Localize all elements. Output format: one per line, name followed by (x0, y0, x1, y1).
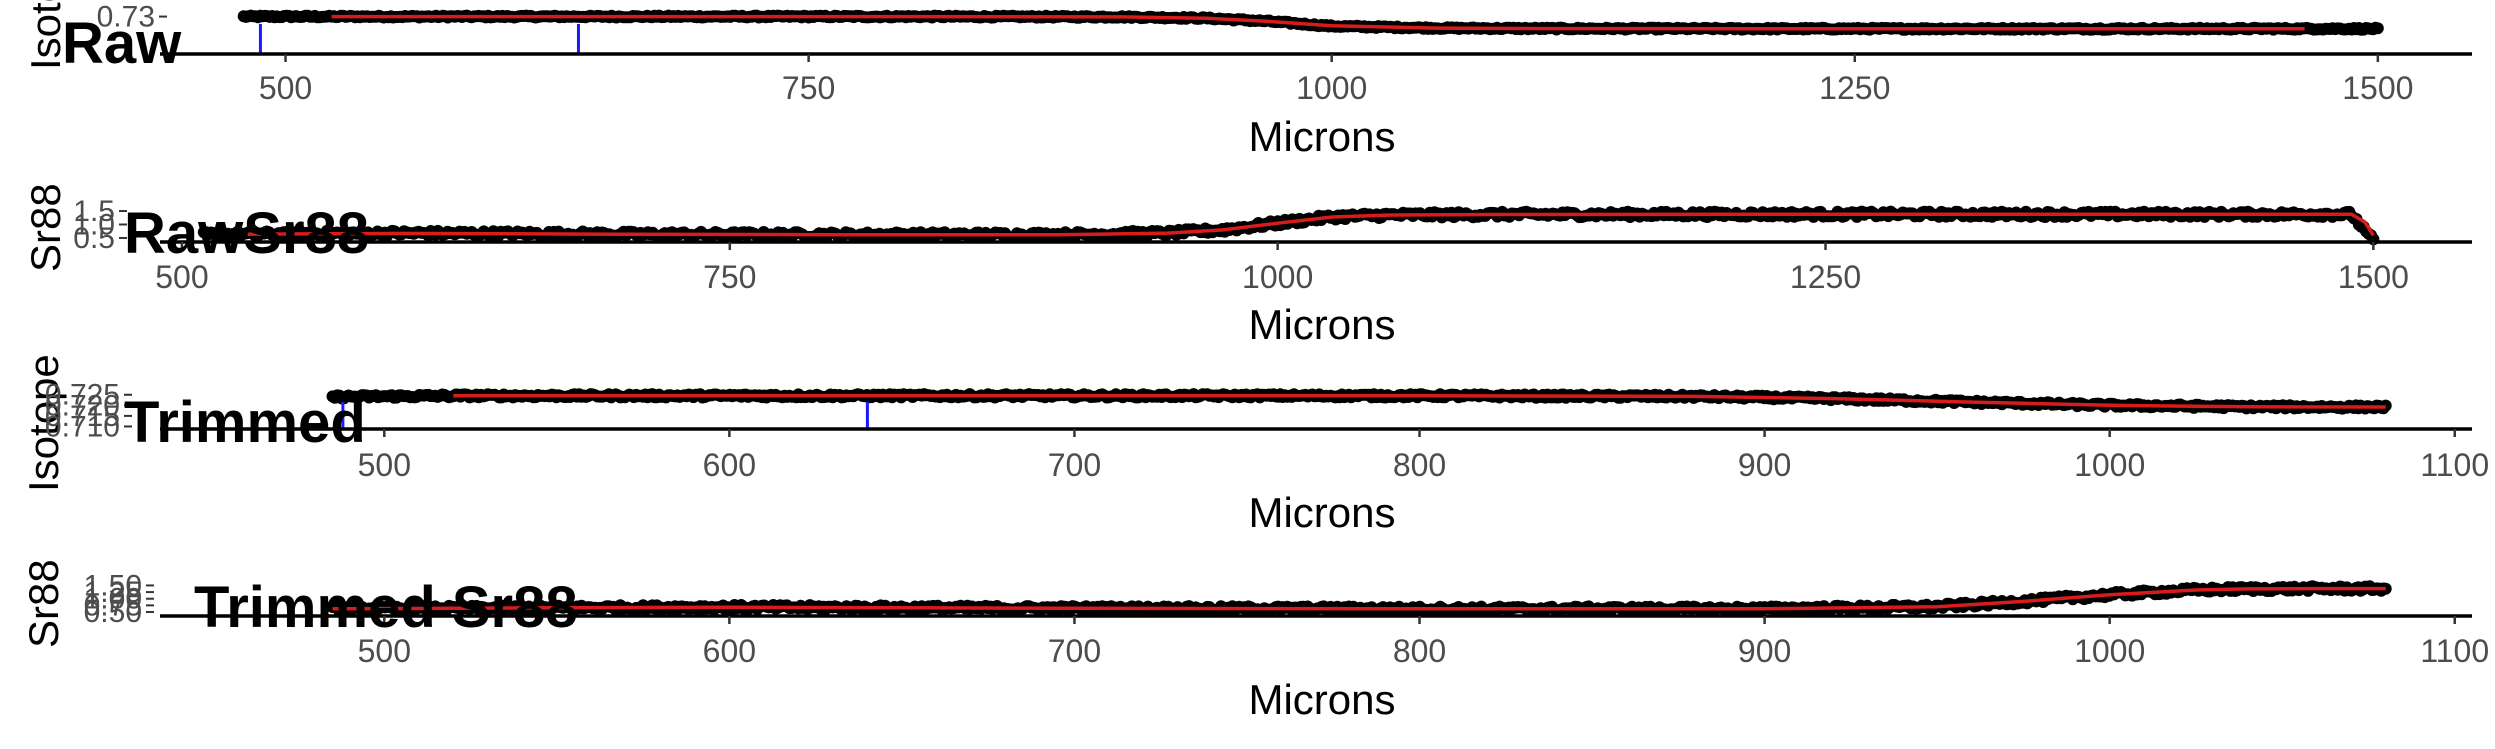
panel-raw-ytick-label: 0.73 (97, 1, 155, 34)
panel-trimmed-sr88-fit-line (332, 586, 2386, 611)
panel-raw-fit-line (331, 14, 2305, 31)
panel-trimmed-sr88-ytick-label: 0.75 (84, 589, 142, 622)
panel-trimmed-sr88-xtick-label: 900 (1738, 633, 1791, 669)
panel-trimmed-ytick-label: 0.715 (45, 400, 120, 433)
panel-trimmed-xtick-label: 700 (1048, 447, 1101, 483)
panel-raw-xticks: 500 750 1000 1250 1500 (259, 54, 2413, 106)
panel-raw-xtick-label: 750 (782, 70, 835, 106)
panel-trimmed-sr88: Sr88 1.501.251.000.750.50 500 600 700 800 90… (20, 559, 2489, 723)
panel-trimmed-sr88-ytick-label: 1.25 (84, 576, 142, 609)
panel-trimmed-xlabel: Microns (1248, 489, 1395, 536)
panel-trimmed-sr88-ytick-label: 0.50 (84, 596, 142, 629)
panel-rawsr88-title: RawSr88 (124, 201, 369, 266)
panel-trimmed-sr88-xtick-label: 700 (1048, 633, 1101, 669)
panel-rawsr88-xlabel: Microns (1248, 301, 1395, 348)
panel-raw-xtick-label: 500 (259, 70, 312, 106)
panel-trimmed-ytick-label: 0.720 (45, 389, 120, 422)
panel-trimmed-ytick-label: 0.725 (45, 379, 120, 412)
panel-trimmed-title: Trimmed (124, 390, 366, 455)
panel-rawsr88-xtick-label: 750 (703, 259, 756, 295)
panel-rawsr88-xticks: 500 750 1000 1250 1500 (155, 242, 2409, 295)
panel-raw: Isotope 0.73 500 750 1000 1250 1500 Microns … (22, 0, 2472, 160)
panel-trimmed-xtick-label: 500 (358, 447, 411, 483)
panel-trimmed-sr88-xticks: 500 600 700 800 900 1000 1100 (358, 616, 2489, 669)
panel-trimmed-sr88-title: Trimmed Sr88 (194, 575, 578, 640)
panel-rawsr88-fit-line (247, 212, 2375, 237)
panel-raw-yticks: 0.73 (97, 1, 167, 34)
panel-trimmed-sr88-xtick-label: 1000 (2074, 633, 2145, 669)
panel-trimmed-sr88-fit (332, 586, 2386, 611)
panel-raw-title: Raw (62, 11, 182, 76)
panel-trimmed-sr88-yticks: 1.501.251.000.750.50 (84, 569, 154, 629)
panel-rawsr88-xtick-label: 1000 (1242, 259, 1313, 295)
panel-raw-vlines (258, 24, 580, 54)
panel-rawsr88-xtick-label: 1250 (1790, 259, 1861, 295)
panel-rawsr88-yticks: 1.51.00.5 (73, 195, 127, 255)
panel-trimmed-fit-line (453, 394, 2386, 409)
panel-trimmed-sr88-ytick-label: 1.50 (84, 569, 142, 602)
panel-rawsr88-xtick-label: 500 (155, 259, 208, 295)
panel-trimmed-sr88-xtick-label: 1100 (2420, 633, 2489, 669)
panel-trimmed-sr88-xlabel: Microns (1248, 676, 1395, 723)
panel-rawsr88-ylabel: Sr88 (22, 183, 69, 272)
panel-raw-xlabel: Microns (1248, 113, 1395, 160)
panel-trimmed-xtick-label: 800 (1393, 447, 1446, 483)
panel-trimmed-sr88-ylabel: Sr88 (20, 559, 67, 648)
panel-trimmed-vlines (341, 402, 869, 429)
panel-trimmed-xticks: 500 600 700 800 900 1000 1100 (358, 429, 2489, 483)
panel-trimmed-sr88-xtick-label: 500 (358, 633, 411, 669)
panel-raw-xtick-label: 1500 (2342, 70, 2413, 106)
panel-rawsr88-ytick-label: 1.5 (73, 195, 115, 228)
panel-trimmed-xtick-label: 900 (1738, 447, 1791, 483)
panel-rawsr88: Sr88 1.51.00.5 500 750 1000 1250 1500 Micron… (22, 183, 2472, 348)
panel-rawsr88-xtick-label: 1500 (2338, 259, 2409, 295)
panel-raw-fit (331, 14, 2305, 31)
panel-rawsr88-ytick-label: 1.0 (73, 209, 115, 242)
panel-trimmed-ytick-label: 0.710 (45, 410, 120, 443)
panel-rawsr88-fit (247, 212, 2375, 237)
panel-raw-point (2371, 22, 2384, 35)
panel-trimmed-sr88-ytick-label: 1.00 (84, 583, 142, 616)
panel-trimmed-xtick-label: 1000 (2074, 447, 2145, 483)
panel-trimmed-sr88-xtick-label: 600 (703, 633, 756, 669)
panel-trimmed-ylabel: Isotope (20, 354, 67, 492)
panel-raw-xtick-label: 1000 (1296, 70, 1367, 106)
panel-raw-ylabel: Isotope (22, 0, 69, 70)
panel-rawsr88-ytick-label: 0.5 (73, 222, 115, 255)
panel-trimmed-sr88-xtick-label: 800 (1393, 633, 1446, 669)
panel-trimmed-fit (453, 394, 2386, 409)
panel-trimmed-xtick-label: 600 (703, 447, 756, 483)
panel-trimmed-xtick-label: 1100 (2420, 447, 2489, 483)
panel-raw-xtick-label: 1250 (1819, 70, 1890, 106)
